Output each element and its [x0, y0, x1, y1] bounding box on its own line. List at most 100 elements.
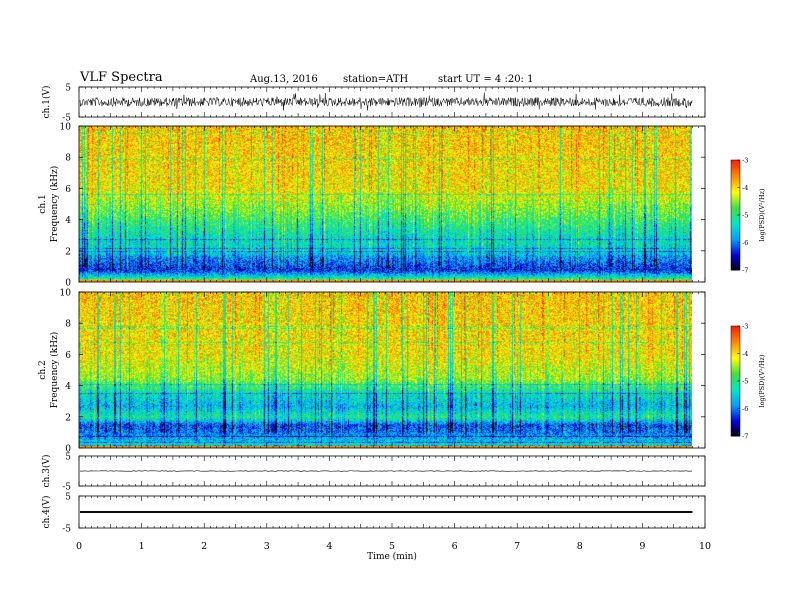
x-tick-label: 7 — [514, 541, 520, 552]
cb1-colorbar-step — [731, 207, 740, 210]
cb2-colorbar-step — [731, 373, 740, 376]
cb1-colorbar-step — [731, 205, 740, 209]
cb2-colorbar-tick-label: -7 — [742, 433, 748, 441]
cb1-colorbar-tick-label: -5 — [742, 212, 748, 220]
cb1-colorbar-step — [731, 251, 740, 254]
cb1-colorbar-step — [731, 229, 740, 232]
cb2-colorbar-step — [731, 428, 740, 431]
cb1-colorbar-step — [731, 240, 740, 243]
cb1-colorbar-step — [731, 172, 740, 176]
cb1-colorbar-step — [731, 160, 740, 163]
cb1-colorbar-step — [731, 171, 740, 174]
cb2-colorbar-step — [731, 357, 740, 360]
cb2-colorbar-step — [731, 406, 740, 409]
cb1-colorbar-step — [731, 196, 740, 199]
cb2-colorbar-step — [731, 366, 740, 369]
ch1-wave-trace — [79, 92, 693, 111]
cb1-colorbar-step — [731, 200, 740, 203]
spec1-heatmap — [79, 126, 692, 282]
cb2-colorbar-step — [731, 337, 740, 340]
ch3-wave-trace — [79, 470, 693, 472]
cb2-colorbar-step — [731, 397, 740, 400]
cb2-colorbar-step — [731, 362, 740, 365]
cb2-colorbar-step — [731, 403, 740, 406]
cb2-colorbar-tick-label: -6 — [742, 405, 748, 413]
cb2-colorbar-step — [731, 421, 740, 424]
cb2-colorbar-step — [731, 371, 740, 375]
cb2-colorbar-step — [731, 390, 740, 393]
cb1-colorbar-step — [731, 253, 740, 256]
ch4-wave-ylabel: ch.4(V) — [41, 496, 52, 529]
ch1-wave-ylabel: ch.1(V) — [41, 86, 52, 119]
cb2-colorbar-tick-label: -4 — [742, 350, 748, 358]
cb2-colorbar-tick-label: -5 — [742, 378, 748, 386]
chart-title: VLF Spectra — [80, 70, 163, 85]
cb1-colorbar-step — [731, 165, 740, 168]
cb2-colorbar-step — [731, 346, 740, 349]
cb2-colorbar-step — [731, 426, 740, 430]
ch3-wave-ytick-label: 5 — [65, 453, 71, 463]
x-tick-label: 1 — [139, 541, 145, 552]
cb2-colorbar-step — [731, 326, 740, 329]
cb1-colorbar-step — [731, 249, 740, 253]
cb2-colorbar-step — [731, 338, 740, 342]
cb2-colorbar-step — [731, 423, 740, 426]
x-tick-label: 5 — [389, 541, 395, 552]
x-tick-label: 2 — [201, 541, 207, 552]
cb1-colorbar-step — [731, 231, 740, 234]
x-tick-label: 6 — [452, 541, 458, 552]
cb1-colorbar-step — [731, 185, 740, 188]
cb2-colorbar-step — [731, 335, 740, 338]
ch1-waveform-panel: 5 -5 ch.1(V) — [41, 84, 706, 124]
spec1-ytick-label: 10 — [60, 123, 72, 133]
date-label: Aug.13, 2016 — [250, 74, 318, 85]
cb2-colorbar-step — [731, 393, 740, 397]
cb1-colorbar-step — [731, 248, 740, 251]
cb2-colorbar-step — [731, 379, 740, 382]
ch3-wave-ytick-label: -5 — [62, 483, 71, 493]
station-label: station=ATH — [343, 74, 409, 85]
cb2-colorbar-step — [731, 415, 740, 419]
colorbars: -3 -4 -5 -6 -7 log(PSD)(V²/Hz) -3 -4 -5 -6 -7 log(P… — [730, 157, 766, 441]
cb1-colorbar-step — [731, 220, 740, 223]
ch1-wave-ytick-label: 5 — [65, 84, 71, 94]
cb2-colorbar-step — [731, 425, 740, 428]
cb1-colorbar-step — [731, 204, 740, 207]
cb1-colorbar-step — [731, 213, 740, 216]
spec2-ytick-label: 6 — [65, 351, 71, 361]
cb2-colorbar-tick-label: -3 — [742, 323, 748, 331]
cb2-colorbar-step — [731, 419, 740, 422]
cb2-colorbar-step — [731, 370, 740, 373]
cb1-colorbar-step — [731, 244, 740, 247]
cb2-colorbar-step — [731, 417, 740, 420]
cb2-colorbar-step — [731, 331, 740, 334]
cb1-colorbar-step — [731, 167, 740, 170]
cb2-colorbar-step — [731, 414, 740, 417]
cb1-colorbar-step — [731, 163, 740, 166]
cb2-colorbar-step — [731, 344, 740, 347]
cb2-colorbar-step — [731, 368, 740, 371]
cb1-colorbar-step — [731, 237, 740, 240]
cb2-colorbar-step — [731, 351, 740, 354]
cb2-colorbar-step — [731, 386, 740, 389]
cb1-colorbar-step — [731, 198, 740, 201]
cb1-colorbar-step — [731, 224, 740, 227]
ch4-wave-trace — [80, 511, 693, 513]
cb1-colorbar-step — [731, 260, 740, 264]
cb2-colorbar-step — [731, 401, 740, 404]
cb1-colorbar-step — [731, 255, 740, 258]
ch4-waveform-panel: 5 -5 ch.4(V) 0 1 2 3 4 5 6 7 8 9 10 Time (min) — [41, 493, 711, 563]
ch4-wave-ytick-label: -5 — [62, 525, 71, 535]
ch3-wave-ylabel: ch.3(V) — [41, 455, 52, 488]
cb2-colorbar-step — [731, 408, 740, 411]
cb2-colorbar-step — [731, 340, 740, 343]
cb2-colorbar-step — [731, 382, 740, 386]
cb2-colorbar-step — [731, 349, 740, 353]
cb2-colorbar-step — [731, 333, 740, 336]
cb2-colorbar-step — [731, 353, 740, 356]
cb1-colorbar-step — [731, 222, 740, 225]
cb1-colorbar-step — [731, 169, 740, 172]
cb2-colorbar-step — [731, 342, 740, 345]
cb2-colorbar-step — [731, 375, 740, 378]
